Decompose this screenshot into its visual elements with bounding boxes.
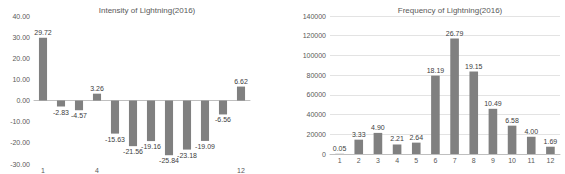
svg-text:12: 12 [547,157,555,164]
svg-text:40.00: 40.00 [12,13,30,20]
svg-text:-15.63: -15.63 [105,136,125,143]
svg-text:10: 10 [508,157,516,164]
svg-text:140000: 140000 [303,13,326,20]
svg-text:-4.57: -4.57 [71,112,87,119]
svg-text:12: 12 [237,167,245,174]
svg-text:10.49: 10.49 [484,100,502,107]
svg-text:5: 5 [414,157,418,164]
svg-text:4.00: 4.00 [524,128,538,135]
svg-text:6.58: 6.58 [505,117,519,124]
svg-text:2: 2 [357,157,361,164]
svg-text:3.26: 3.26 [90,85,104,92]
svg-text:-20.00: -20.00 [10,139,30,146]
svg-text:60000: 60000 [307,91,327,98]
svg-text:-6.56: -6.56 [215,116,231,123]
svg-text:Intensity of Lightning(2016): Intensity of Lightning(2016) [99,6,196,15]
svg-text:1: 1 [41,167,45,174]
svg-text:29.72: 29.72 [34,29,52,36]
svg-text:-19.09: -19.09 [195,143,215,150]
svg-text:9: 9 [491,157,495,164]
svg-text:40000: 40000 [307,111,327,118]
svg-text:0.05: 0.05 [333,145,347,152]
svg-text:10.00: 10.00 [12,76,30,83]
svg-text:2.21: 2.21 [390,135,404,142]
svg-text:8: 8 [472,157,476,164]
svg-text:4: 4 [395,157,399,164]
svg-text:30.00: 30.00 [12,34,30,41]
svg-text:-30.00: -30.00 [10,161,30,168]
svg-text:-21.56: -21.56 [123,148,143,155]
svg-text:-23.18: -23.18 [177,152,197,159]
svg-text:2.64: 2.64 [409,134,423,141]
svg-text:1: 1 [338,157,342,164]
svg-text:7: 7 [453,157,457,164]
svg-text:3.33: 3.33 [352,131,366,138]
svg-text:19.15: 19.15 [465,63,483,70]
svg-text:6: 6 [433,157,437,164]
svg-text:4: 4 [95,167,99,174]
svg-text:20000: 20000 [307,131,327,138]
svg-text:18.19: 18.19 [427,67,445,74]
svg-text:-19.16: -19.16 [141,143,161,150]
svg-text:0: 0 [322,151,326,158]
svg-text:11: 11 [528,157,535,164]
svg-text:80000: 80000 [307,72,327,79]
svg-text:100000: 100000 [303,52,326,59]
svg-text:120000: 120000 [303,32,326,39]
svg-text:3: 3 [376,157,380,164]
svg-text:26.79: 26.79 [446,30,464,37]
svg-text:-10.00: -10.00 [10,118,30,125]
svg-text:0.00: 0.00 [16,97,30,104]
svg-text:-25.84: -25.84 [159,157,179,164]
svg-text:6.62: 6.62 [234,78,248,85]
svg-text:20.00: 20.00 [12,55,30,62]
svg-text:1.69: 1.69 [544,138,558,145]
svg-text:-2.83: -2.83 [53,109,69,116]
svg-text:4.90: 4.90 [371,124,385,131]
svg-text:Frequency of Lightning(2016): Frequency of Lightning(2016) [398,6,503,15]
